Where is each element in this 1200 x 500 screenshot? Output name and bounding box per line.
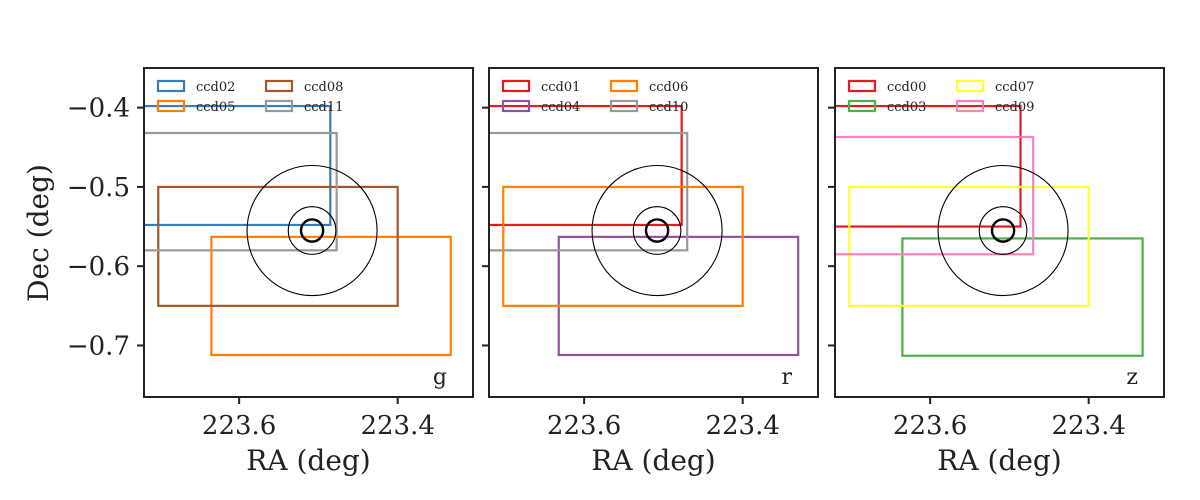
legend-swatch-ccd10: [609, 99, 639, 113]
x-axis-label: RA (deg): [937, 444, 1061, 477]
x-axis-label: RA (deg): [246, 444, 370, 477]
legend-label-ccd07: ccd07: [995, 80, 1034, 95]
y-tick-label: −0.6: [67, 252, 130, 282]
ccd-footprint-ccd04: [557, 235, 800, 357]
x-tick-label: 223.4: [1051, 411, 1125, 441]
panel-frame: [143, 67, 474, 398]
y-tick-label: −0.5: [67, 173, 130, 203]
legend-swatch-ccd08: [264, 79, 294, 93]
legend-swatch-ccd03: [847, 99, 877, 113]
legend-swatch-ccd04: [501, 99, 531, 113]
target-circle-0: [937, 164, 1069, 297]
ccd-footprint-ccd09: [835, 135, 1035, 256]
legend-label-ccd00: ccd00: [887, 80, 926, 95]
panel-frame: [834, 67, 1165, 398]
ccd-footprint-ccd05: [210, 235, 452, 357]
ccd-footprint-ccd08: [157, 185, 399, 307]
ccd-footprint-ccd03: [901, 237, 1144, 357]
legend-swatch-ccd07: [955, 79, 985, 93]
legend-label-ccd11: ccd11: [304, 100, 343, 115]
legend-label-ccd10: ccd10: [649, 100, 688, 115]
legend-label-ccd09: ccd09: [995, 100, 1034, 115]
y-axis-label: Dec (deg): [22, 164, 55, 302]
panel-frame: [488, 67, 819, 398]
legend-label-ccd08: ccd08: [304, 80, 343, 95]
ccd-footprint-ccd07: [848, 185, 1090, 307]
panel-z: 223.6 223.4RA (deg) ccd00 ccd03 ccd07 ccd09 z: [828, 67, 1165, 477]
ccd-footprint-ccd11: [144, 131, 338, 252]
legend-swatch-ccd02: [156, 79, 186, 93]
x-axis-label: RA (deg): [591, 444, 715, 477]
legend-label-ccd02: ccd02: [196, 80, 235, 95]
ccd-footprint-ccd10: [489, 131, 689, 252]
legend-label-ccd05: ccd05: [196, 100, 235, 115]
plot-area: [835, 104, 1144, 357]
legend-swatch-ccd09: [955, 99, 985, 113]
ccd-footprint-ccd06: [502, 185, 744, 307]
target-circle-1: [632, 206, 682, 255]
x-tick-label: 223.4: [705, 411, 779, 441]
panel-g: 223.6 223.4 −0.4 −0.5 −0.6 −0.7 RA (deg) ccd02 c…: [67, 67, 474, 477]
ccd-footprint-ccd01: [489, 104, 683, 227]
x-tick-label: 223.6: [202, 411, 276, 441]
legend-swatch-ccd11: [264, 99, 294, 113]
y-tick-label: −0.7: [67, 331, 130, 361]
legend-label-ccd06: ccd06: [649, 80, 688, 95]
plot-area: [144, 104, 452, 357]
target-circle-0: [591, 164, 723, 297]
legend-swatch-ccd00: [847, 79, 877, 93]
ccd-footprint-ccd02: [144, 104, 332, 227]
target-circle-2: [990, 218, 1016, 243]
target-circle-2: [644, 218, 670, 243]
legend-label-ccd03: ccd03: [887, 100, 926, 115]
panel-r: 223.6 223.4RA (deg) ccd01 ccd04 ccd06 ccd10 r: [482, 67, 819, 477]
band-label: r: [781, 365, 792, 390]
plot-area: [489, 104, 800, 357]
x-tick-label: 223.6: [547, 411, 621, 441]
band-label: g: [433, 365, 447, 390]
legend-swatch-ccd05: [156, 99, 186, 113]
target-circle-0: [246, 164, 378, 297]
y-tick-label: −0.4: [67, 94, 130, 124]
x-tick-label: 223.4: [360, 411, 434, 441]
band-label: z: [1126, 365, 1138, 390]
ccd-footprint-ccd00: [835, 104, 1022, 228]
target-circle-1: [287, 206, 337, 255]
legend-label-ccd04: ccd04: [541, 100, 580, 115]
x-tick-label: 223.6: [893, 411, 967, 441]
legend-swatch-ccd06: [609, 79, 639, 93]
target-circle-1: [978, 206, 1028, 255]
legend-swatch-ccd01: [501, 79, 531, 93]
legend-label-ccd01: ccd01: [541, 80, 580, 95]
target-circle-2: [299, 218, 325, 243]
